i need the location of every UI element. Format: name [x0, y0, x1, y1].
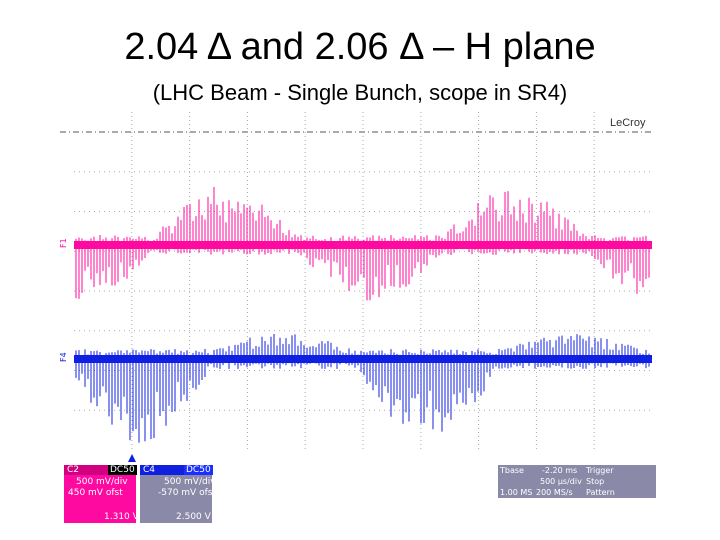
slide-title: 2.04 Δ and 2.06 Δ – H plane — [124, 26, 596, 68]
channel-c4-offset: -570 mV ofst — [158, 488, 216, 498]
tbase-value: -2.20 ms — [542, 466, 578, 475]
trace-1 — [74, 187, 652, 301]
trace-label-f4: F4 — [59, 352, 68, 362]
slide-subtitle: (LHC Beam - Single Bunch, scope in SR4) — [152, 80, 568, 105]
channel-c2-badge: DC50 — [108, 465, 137, 475]
trace-2 — [74, 334, 652, 443]
channel-c2-offset: 450 mV ofst — [68, 488, 123, 498]
tbase-label: Tbase — [500, 466, 524, 475]
trace-label-f1: F1 — [59, 238, 68, 248]
sample-rate: 200 MS/s — [536, 488, 573, 497]
scope-grid — [60, 112, 652, 450]
channel-c4-badge: DC50 — [184, 465, 213, 475]
timebase-trigger-box: Tbase -2.20 ms Trigger 500 µs/div Stop 1… — [498, 465, 656, 498]
trigger-marker-icon — [128, 454, 136, 462]
channel-c2-level: 1.310 V — [104, 512, 139, 522]
channel-c2-id: C2 — [67, 465, 80, 475]
channel-c2-box: C2 DC50 500 mV/div 450 mV ofst 1.310 V — [64, 465, 139, 523]
channel-c2-volts-div: 500 mV/div — [76, 477, 128, 487]
channel-c4-id: C4 — [143, 465, 156, 475]
trigger-type: Pattern — [586, 488, 615, 497]
channel-c4-level: 2.500 V — [176, 512, 211, 522]
sample-count: 1.00 MS — [500, 488, 533, 497]
channel-c4-volts-div: 500 mV/div — [164, 477, 216, 487]
timebase-div: 500 µs/div — [540, 477, 582, 486]
brand-logo: LeCroy — [610, 117, 646, 129]
trigger-label: Trigger — [586, 466, 614, 475]
trigger-mode: Stop — [586, 477, 605, 486]
trace-1-baseline — [74, 241, 652, 249]
trace-2-baseline — [74, 355, 652, 363]
channel-c4-box: C4 DC50 500 mV/div -570 mV ofst 2.500 V — [140, 465, 216, 523]
